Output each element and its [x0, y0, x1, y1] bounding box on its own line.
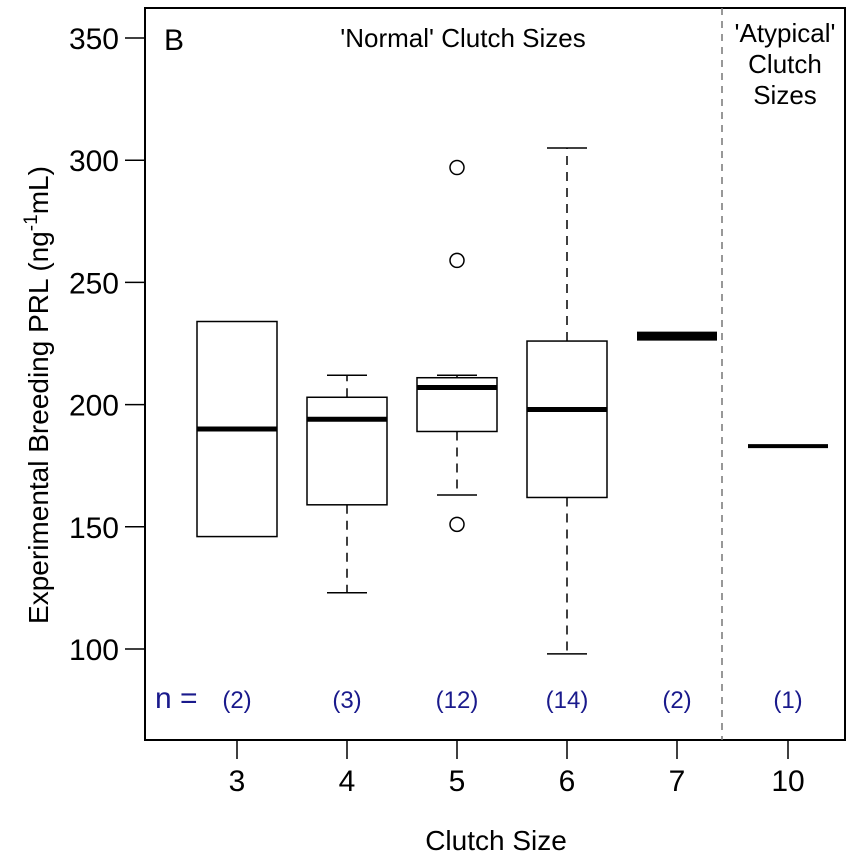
outlier-point: [449, 252, 465, 269]
x-axis-label: Clutch Size: [425, 825, 567, 856]
atypical-region-label-line: Clutch: [748, 49, 822, 79]
atypical-region-label-line: 'Atypical': [735, 18, 836, 48]
y-tick-label: 350: [69, 23, 119, 56]
x-tick-label: 3: [229, 765, 246, 798]
x-tick-label: 6: [559, 765, 576, 798]
y-axis-label: Experimental Breeding PRL (ng-1mL): [21, 166, 54, 624]
box-iqr: [526, 340, 608, 499]
y-tick-label: 200: [69, 390, 119, 423]
box-iqr: [306, 396, 388, 506]
atypical-region-label-line: Sizes: [753, 80, 817, 110]
n-prefix: n =: [155, 682, 198, 715]
x-tick-label: 10: [771, 765, 804, 798]
n-label: (12): [436, 687, 479, 714]
plot-frame: [144, 7, 846, 741]
y-tick-label: 300: [69, 145, 119, 178]
y-axis-label-superscript: -1: [21, 214, 42, 231]
n-label: (2): [662, 687, 691, 714]
x-tick-label: 4: [339, 765, 356, 798]
n-label: (3): [332, 687, 361, 714]
y-axis-label-main: Experimental Breeding PRL (ng: [23, 231, 54, 624]
y-tick-label: 250: [69, 267, 119, 300]
panel-label: B: [164, 24, 184, 57]
y-axis-label-end: mL): [23, 166, 54, 214]
x-tick-label: 7: [669, 765, 686, 798]
x-tick-label: 5: [449, 765, 466, 798]
n-label: (1): [773, 687, 802, 714]
n-label: (14): [546, 687, 589, 714]
outlier-point: [449, 159, 465, 176]
outlier-point: [449, 516, 465, 533]
y-tick-label: 150: [69, 512, 119, 545]
y-tick-label: 100: [69, 634, 119, 667]
n-label: (2): [222, 687, 251, 714]
normal-region-label: 'Normal' Clutch Sizes: [340, 23, 585, 53]
